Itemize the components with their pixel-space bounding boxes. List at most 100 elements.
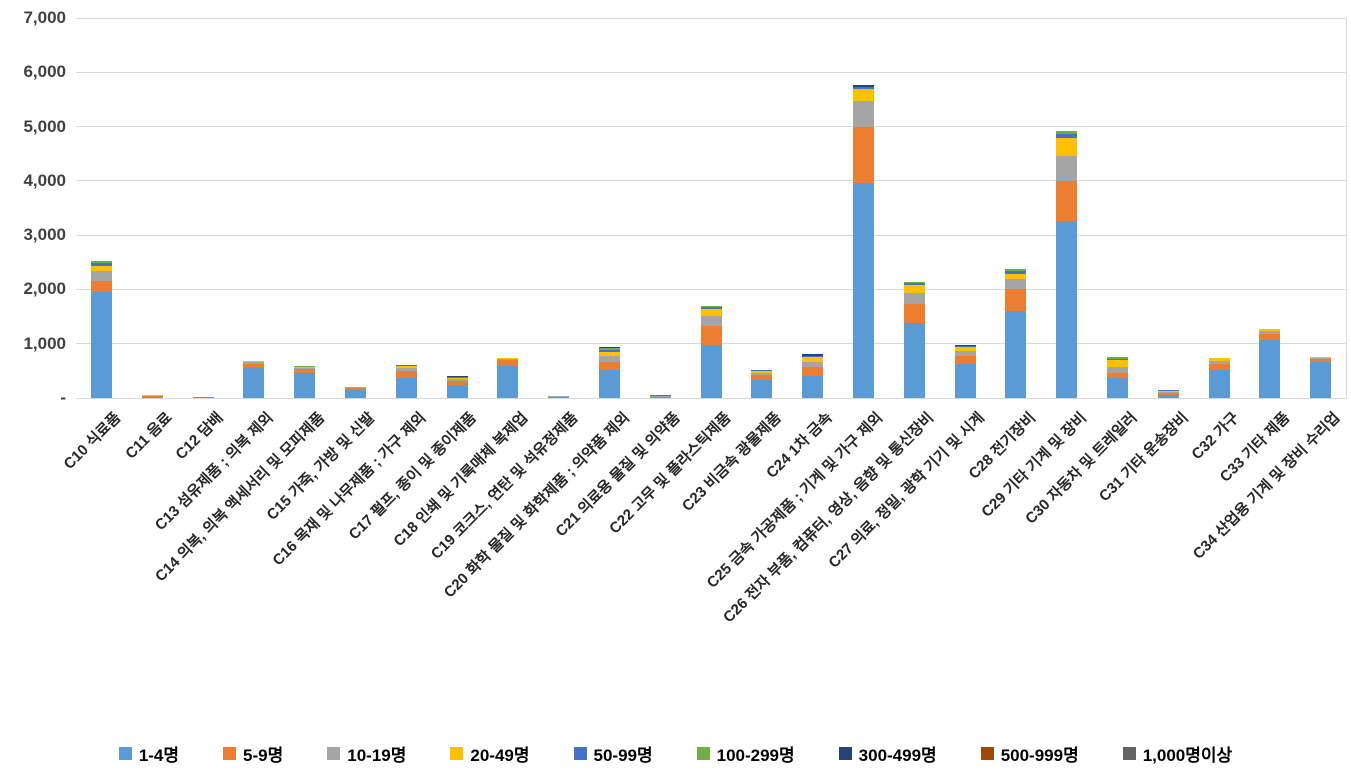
bar-segment — [751, 370, 773, 372]
bar-segment — [598, 349, 620, 352]
x-axis-category-label: C20 화학 물질 및 화학제품 ; 의약품 제외 — [440, 409, 633, 602]
bar-segment — [1208, 357, 1230, 359]
legend-item: 500-999명 — [980, 741, 1079, 766]
bar-segment — [751, 380, 773, 398]
bar-stack — [954, 344, 976, 398]
gridline — [76, 234, 1346, 236]
bar-segment — [700, 308, 722, 317]
bar-segment — [700, 345, 722, 398]
legend-item: 10-19명 — [327, 741, 406, 766]
bar-segment — [1157, 389, 1179, 391]
bar-segment — [954, 346, 976, 352]
bar-segment — [1157, 394, 1179, 398]
bar-segment — [1259, 329, 1281, 332]
bar-segment — [700, 306, 722, 308]
legend-item: 1-4명 — [118, 741, 179, 766]
bar-segment — [1310, 357, 1332, 358]
bar-segment — [1208, 363, 1230, 371]
bar-segment — [751, 372, 773, 376]
bar-segment — [598, 351, 620, 357]
bar-segment — [802, 367, 824, 377]
bar-segment — [954, 344, 976, 346]
bar-segment — [903, 285, 925, 293]
legend-swatch-icon — [450, 747, 464, 760]
legend-label: 5-9명 — [243, 746, 284, 765]
legend-label: 50-99명 — [593, 746, 653, 765]
bar-segment — [1208, 360, 1230, 364]
bar-stack — [395, 364, 417, 398]
bar-segment — [446, 377, 468, 378]
bar-segment — [243, 368, 265, 398]
bar-segment — [700, 305, 722, 307]
bar-segment — [243, 360, 265, 362]
bar-segment — [1106, 377, 1128, 398]
bar-segment — [497, 365, 519, 398]
bar-segment — [802, 355, 824, 358]
bar-segment — [344, 387, 366, 390]
y-axis-tick-label: 3,000 — [23, 225, 66, 245]
bar-stack — [852, 85, 874, 398]
bar-segment — [243, 361, 265, 362]
bar-stack — [1157, 389, 1179, 398]
bar-segment — [294, 367, 316, 370]
bar-segment — [1259, 328, 1281, 330]
bar-stack — [1310, 357, 1332, 398]
bar-segment — [751, 371, 773, 373]
legend-item: 300-499명 — [838, 741, 937, 766]
legend-swatch-icon — [223, 747, 237, 760]
x-axis-category-label: C11 음료 — [121, 409, 176, 463]
gridline — [76, 397, 1346, 399]
bar-segment — [1259, 334, 1281, 341]
gridline — [76, 126, 1346, 128]
bar-segment — [1056, 220, 1078, 398]
bar-stack — [344, 386, 366, 398]
bar-segment — [1056, 155, 1078, 182]
bar-stack — [598, 347, 620, 398]
bar-segment — [852, 100, 874, 128]
bar-segment — [1005, 279, 1027, 290]
bar-segment — [395, 371, 417, 378]
gridline — [76, 180, 1346, 182]
bar-segment — [141, 394, 163, 396]
bar-segment — [294, 366, 316, 368]
legend-item: 5-9명 — [223, 741, 283, 766]
bar-segment — [1157, 390, 1179, 392]
legend-label: 10-19명 — [347, 746, 407, 765]
bar-segment — [1106, 367, 1128, 373]
bar-segment — [548, 397, 570, 398]
legend-swatch-icon — [327, 747, 341, 760]
legend-item: 1,000명이상 — [1122, 741, 1232, 766]
bar-segment — [446, 384, 468, 398]
y-axis-tick-label: - — [60, 388, 66, 407]
bar-segment — [802, 354, 824, 356]
bar-segment — [497, 358, 519, 359]
bar-segment — [802, 361, 824, 368]
bar-segment — [90, 271, 112, 282]
bar-segment — [395, 365, 417, 367]
bar-stack — [1056, 130, 1078, 398]
bar-segment — [903, 322, 925, 398]
bar-segment — [497, 358, 519, 361]
bar-segment — [903, 283, 925, 286]
bar-segment — [802, 357, 824, 362]
bar-segment — [802, 376, 824, 398]
bar-segment — [954, 355, 976, 364]
bar-segment — [598, 362, 620, 370]
bar-segment — [1005, 271, 1027, 274]
legend-label: 500-999명 — [1000, 746, 1079, 765]
gridline — [76, 71, 1346, 73]
bar-segment — [954, 363, 976, 398]
bar-segment — [90, 261, 112, 264]
bar-stack — [802, 354, 824, 398]
bar-segment — [700, 316, 722, 327]
legend-swatch-icon — [838, 747, 852, 760]
bar-segment — [1106, 372, 1128, 378]
y-axis-tick-label: 6,000 — [23, 62, 66, 82]
bar-segment — [903, 292, 925, 305]
bar-segment — [90, 292, 112, 398]
bar-segment — [751, 375, 773, 381]
bar-segment — [395, 377, 417, 398]
bar-segment — [1259, 331, 1281, 335]
bar-stack — [700, 305, 722, 398]
bar-segment — [395, 366, 417, 369]
